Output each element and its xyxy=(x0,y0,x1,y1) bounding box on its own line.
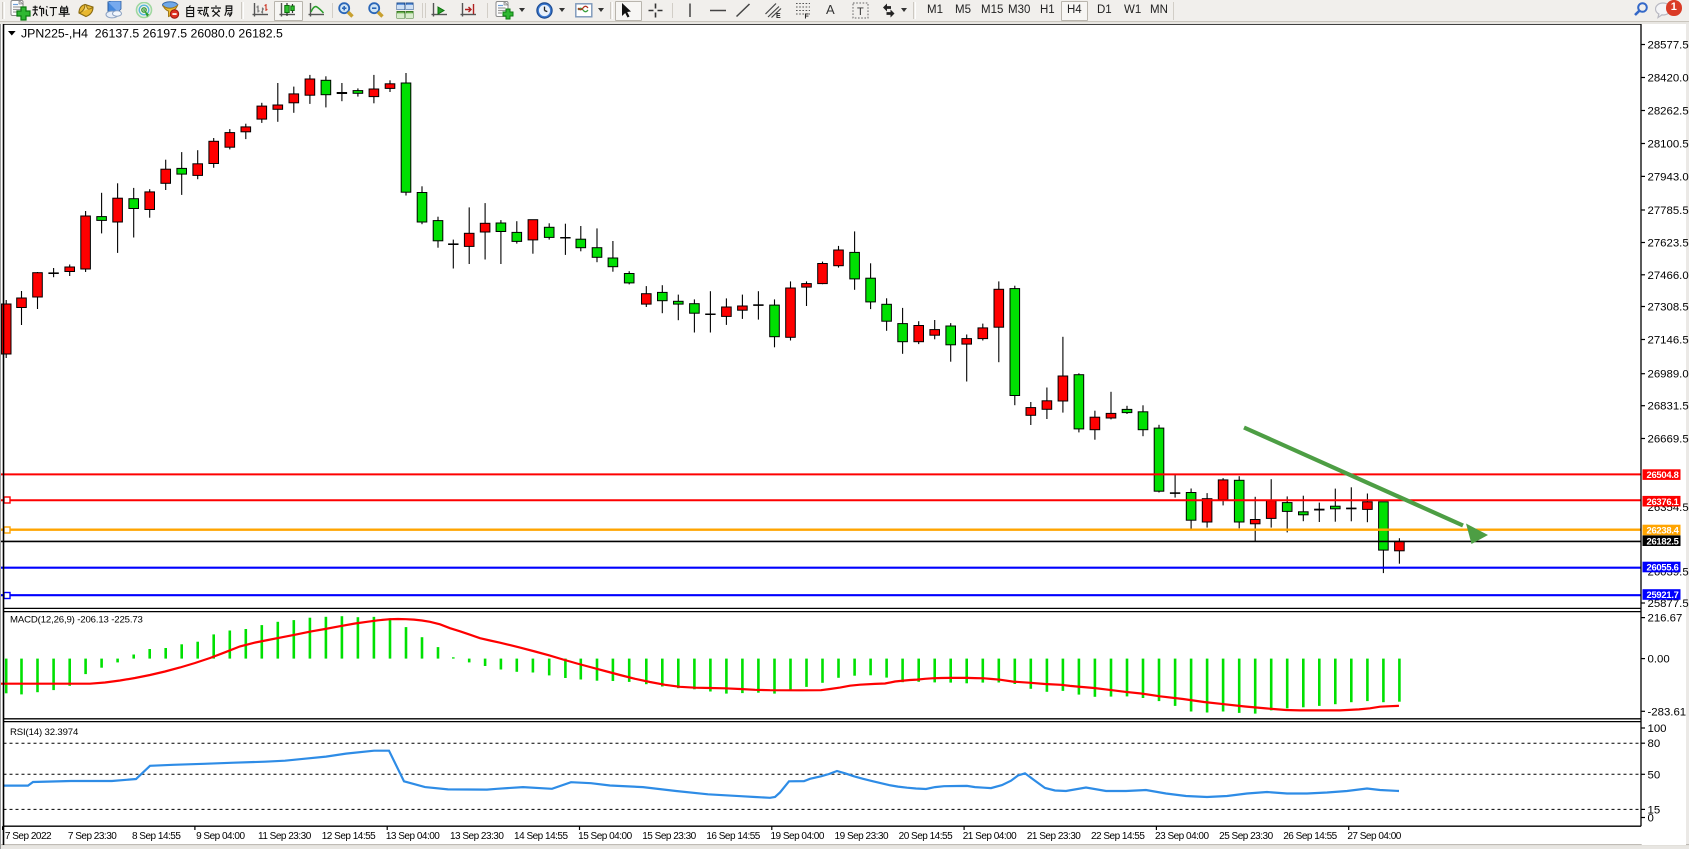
svg-text:26376.1: 26376.1 xyxy=(1647,496,1679,507)
svg-text:-283.61: -283.61 xyxy=(1648,706,1687,718)
svg-text:80: 80 xyxy=(1648,738,1661,750)
svg-text:100: 100 xyxy=(1648,723,1667,735)
svg-text:20 Sep 14:55: 20 Sep 14:55 xyxy=(899,831,953,842)
svg-text:13 Sep 23:30: 13 Sep 23:30 xyxy=(450,831,504,842)
svg-text:19 Sep 04:00: 19 Sep 04:00 xyxy=(770,831,824,842)
svg-text:11 Sep 23:30: 11 Sep 23:30 xyxy=(258,831,312,842)
svg-text:25877.5: 25877.5 xyxy=(1648,598,1689,610)
svg-text:14 Sep 14:55: 14 Sep 14:55 xyxy=(514,831,568,842)
svg-text:MACD(12,26,9) -206.13 -225.73: MACD(12,26,9) -206.13 -225.73 xyxy=(10,615,143,626)
svg-text:15 Sep 23:30: 15 Sep 23:30 xyxy=(642,831,696,842)
svg-text:9 Sep 04:00: 9 Sep 04:00 xyxy=(196,831,245,842)
svg-text:0: 0 xyxy=(1648,813,1654,825)
svg-text:25 Sep 23:30: 25 Sep 23:30 xyxy=(1219,831,1273,842)
svg-text:7 Sep 2022: 7 Sep 2022 xyxy=(5,831,52,842)
svg-text:16 Sep 14:55: 16 Sep 14:55 xyxy=(706,831,760,842)
svg-text:27 Sep 04:00: 27 Sep 04:00 xyxy=(1347,831,1401,842)
svg-text:27785.5: 27785.5 xyxy=(1648,205,1689,217)
svg-text:216.67: 216.67 xyxy=(1648,613,1683,625)
svg-text:13 Sep 04:00: 13 Sep 04:00 xyxy=(386,831,440,842)
svg-text:15: 15 xyxy=(1648,804,1661,816)
svg-text:50: 50 xyxy=(1648,769,1661,781)
svg-text:21 Sep 04:00: 21 Sep 04:00 xyxy=(963,831,1017,842)
svg-text:26989.0: 26989.0 xyxy=(1648,369,1689,381)
svg-text:23 Sep 04:00: 23 Sep 04:00 xyxy=(1155,831,1209,842)
svg-text:T: T xyxy=(857,6,864,18)
svg-text:26669.5: 26669.5 xyxy=(1648,434,1689,446)
svg-text:27308.5: 27308.5 xyxy=(1648,302,1689,314)
svg-text:26182.5: 26182.5 xyxy=(1647,535,1679,546)
svg-text:28262.5: 28262.5 xyxy=(1648,106,1689,118)
svg-text:0.00: 0.00 xyxy=(1648,654,1670,666)
svg-text:F: F xyxy=(805,14,810,21)
svg-text:JPN225-,H4 26137.5 26197.5 26: JPN225-,H4 26137.5 26197.5 26080.0 26182… xyxy=(21,27,283,41)
svg-text:26238.4: 26238.4 xyxy=(1647,525,1680,536)
svg-text:27466.0: 27466.0 xyxy=(1648,270,1689,282)
svg-text:25921.7: 25921.7 xyxy=(1647,589,1679,600)
svg-text:28100.5: 28100.5 xyxy=(1648,139,1689,151)
svg-text:12 Sep 14:55: 12 Sep 14:55 xyxy=(322,831,376,842)
svg-text:26504.8: 26504.8 xyxy=(1647,469,1679,480)
svg-text:27943.0: 27943.0 xyxy=(1648,171,1689,183)
svg-text:26831.5: 26831.5 xyxy=(1648,401,1689,413)
svg-text:21 Sep 23:30: 21 Sep 23:30 xyxy=(1027,831,1081,842)
svg-text:22 Sep 14:55: 22 Sep 14:55 xyxy=(1091,831,1145,842)
svg-text:E: E xyxy=(776,13,781,20)
svg-text:28577.5: 28577.5 xyxy=(1648,40,1689,52)
svg-text:7 Sep 23:30: 7 Sep 23:30 xyxy=(68,831,117,842)
svg-text:26055.6: 26055.6 xyxy=(1647,562,1679,573)
svg-text:15 Sep 04:00: 15 Sep 04:00 xyxy=(578,831,632,842)
svg-text:26 Sep 14:55: 26 Sep 14:55 xyxy=(1283,831,1337,842)
svg-text:27146.5: 27146.5 xyxy=(1648,335,1689,347)
svg-text:28420.0: 28420.0 xyxy=(1648,73,1689,85)
svg-text:27623.5: 27623.5 xyxy=(1648,238,1689,250)
svg-text:19 Sep 23:30: 19 Sep 23:30 xyxy=(835,831,889,842)
svg-text:8 Sep 14:55: 8 Sep 14:55 xyxy=(132,831,181,842)
svg-text:RSI(14) 32.3974: RSI(14) 32.3974 xyxy=(10,727,79,738)
